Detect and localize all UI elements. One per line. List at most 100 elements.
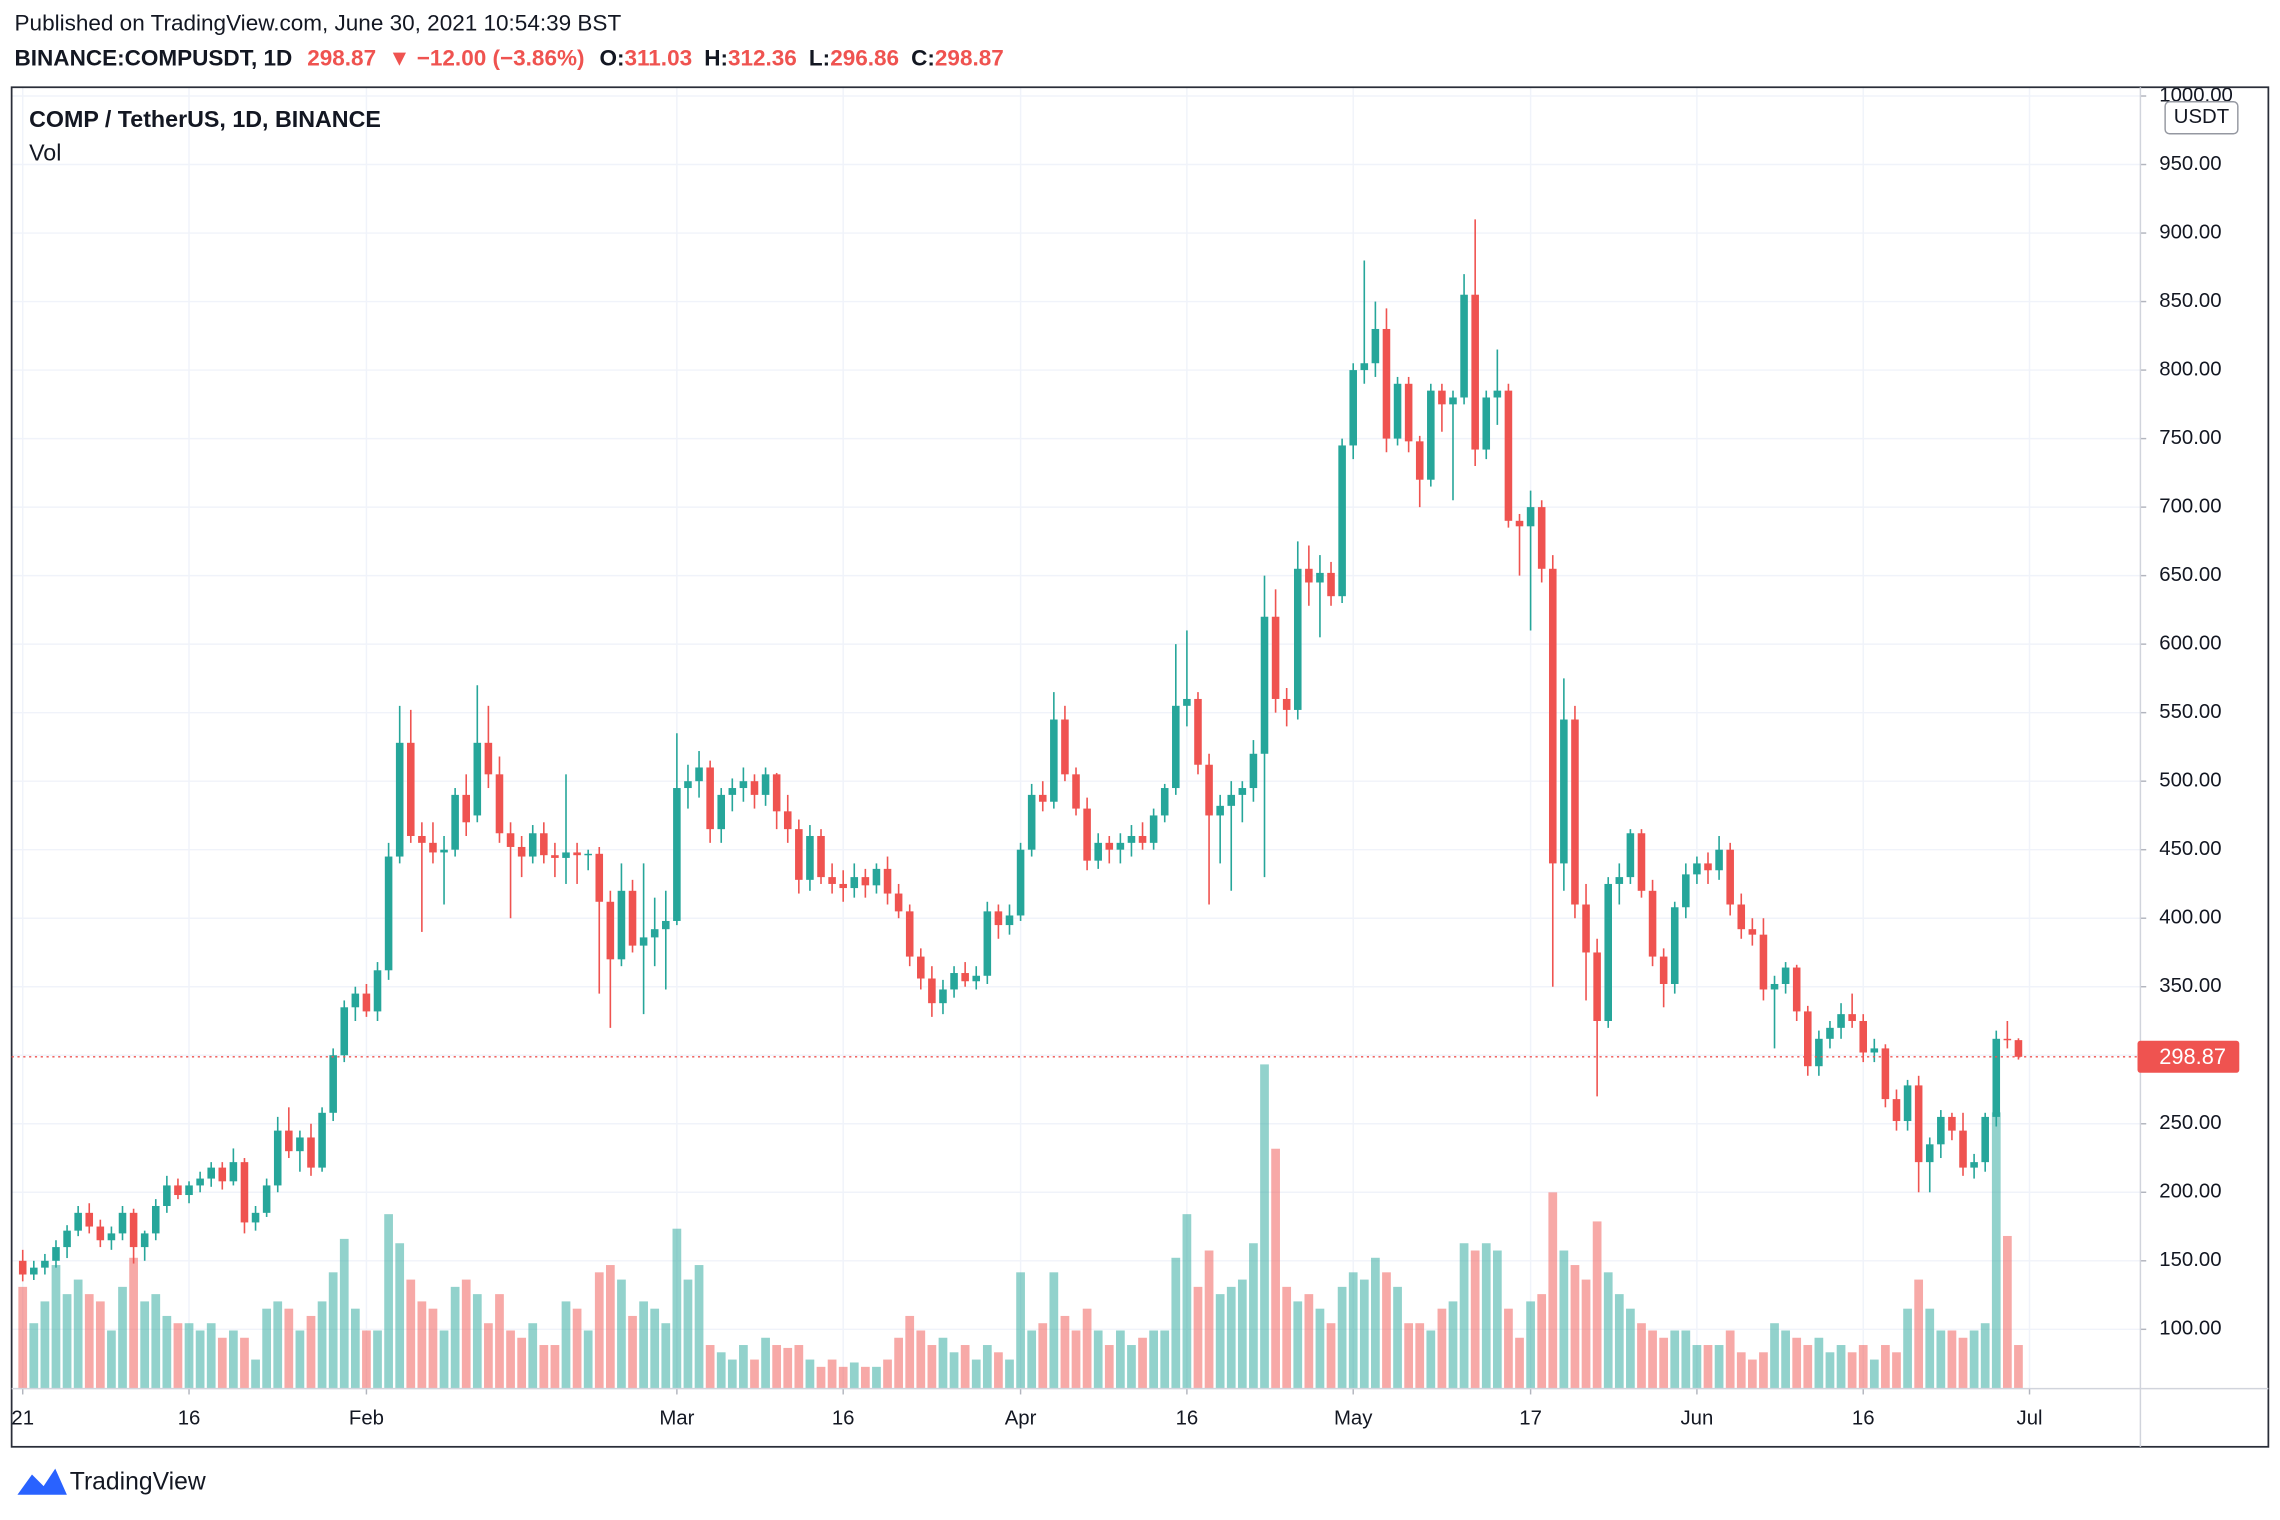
candle-body	[540, 833, 548, 856]
candle-body	[595, 853, 604, 902]
candle-body	[18, 1260, 27, 1275]
candle-body	[1981, 1116, 1989, 1163]
volume-bar	[1082, 1308, 1092, 1389]
volume-bar	[705, 1345, 715, 1389]
volume-bar	[1936, 1330, 1946, 1389]
volume-bar	[384, 1214, 393, 1389]
candle-body	[1183, 698, 1191, 706]
volume-bar	[761, 1337, 770, 1389]
volume-bar	[1027, 1330, 1037, 1389]
candle-body	[340, 1007, 349, 1056]
volume-bar	[927, 1345, 937, 1389]
volume-bar	[1991, 1112, 2001, 1389]
candle-body	[140, 1233, 149, 1248]
volume-bar	[1537, 1294, 1547, 1389]
candle-body	[1870, 1048, 1879, 1053]
volume-bar	[1226, 1286, 1236, 1389]
candle-body	[395, 742, 404, 857]
candle-body	[462, 794, 470, 823]
candle-body	[1970, 1162, 1978, 1168]
volume-bar	[1581, 1279, 1591, 1389]
y-tick-label: 900.00	[2159, 221, 2221, 243]
volume-bar	[1792, 1337, 1802, 1389]
unit-badge	[2164, 101, 2239, 135]
candle-body	[1449, 397, 1457, 405]
volume-bar	[605, 1265, 615, 1389]
candle-body	[251, 1212, 260, 1223]
candle-body	[1593, 952, 1601, 1021]
candle-body	[839, 883, 847, 889]
volume-bar	[594, 1272, 604, 1389]
volume-bar	[1548, 1192, 1558, 1389]
y-tick-label: 500.00	[2159, 770, 2221, 792]
volume-bar	[794, 1345, 804, 1389]
volume-bar	[506, 1330, 515, 1389]
candle-body	[451, 794, 459, 850]
volume-bar	[872, 1366, 881, 1389]
candle-body	[1127, 835, 1136, 843]
candle-body	[1271, 616, 1280, 699]
volume-bar	[362, 1330, 371, 1389]
y-tick-label: 750.00	[2159, 427, 2221, 449]
volume-bar	[1881, 1345, 1890, 1389]
volume-bar	[1958, 1337, 1968, 1389]
volume-bar	[583, 1330, 593, 1389]
candle-body	[273, 1130, 282, 1186]
volume-bar	[1326, 1323, 1336, 1389]
volume-bar	[1038, 1323, 1048, 1389]
volume-bar	[1382, 1272, 1391, 1389]
volume-bar	[783, 1347, 793, 1389]
volume-bar	[1759, 1352, 1768, 1389]
candle-body	[1038, 794, 1047, 802]
volume-bar	[484, 1323, 493, 1389]
candle-body	[318, 1112, 326, 1168]
candle-body	[1826, 1027, 1834, 1039]
volume-bar	[472, 1294, 482, 1389]
volume-bar	[1049, 1272, 1059, 1389]
y-tick-label: 650.00	[2159, 564, 2221, 586]
volume-bar	[1947, 1330, 1957, 1389]
candle-body	[185, 1185, 193, 1196]
volume-bar	[1925, 1308, 1935, 1389]
ohlc-key: L:	[809, 46, 830, 71]
candle-body	[894, 893, 903, 912]
candle-body	[373, 970, 382, 1012]
candle-body	[606, 901, 615, 960]
candle-body	[950, 973, 958, 990]
ohlc-key: C:	[911, 46, 935, 71]
logo-mark	[17, 1468, 67, 1495]
candle-body	[1937, 1116, 1945, 1145]
volume-bar	[395, 1243, 405, 1389]
volume-bar	[107, 1330, 116, 1389]
volume-bar	[994, 1352, 1003, 1389]
candle-body	[1704, 863, 1712, 871]
volume-bar	[1659, 1337, 1669, 1389]
candle-body	[761, 774, 770, 795]
y-tick-label: 450.00	[2159, 838, 2221, 860]
candle-body	[584, 853, 592, 856]
x-tick-label: 16	[1176, 1408, 1199, 1430]
axes: 100.00150.00200.00250.00300.00350.00400.…	[11, 84, 2232, 1429]
volume-bar	[1648, 1330, 1657, 1389]
volume-bar	[317, 1301, 327, 1389]
candle-body	[1138, 835, 1147, 843]
x-tick-label: Jul	[2017, 1408, 2043, 1430]
candle-body	[1726, 849, 1734, 905]
candle-body	[1282, 698, 1291, 710]
volume-bar	[1626, 1308, 1635, 1389]
candle-body	[307, 1137, 315, 1168]
volume-bar	[40, 1301, 50, 1389]
volume-bar	[373, 1330, 382, 1389]
candle-body	[994, 911, 1003, 926]
volume-bar	[217, 1337, 227, 1389]
candle-body	[872, 868, 881, 886]
candle-body	[551, 855, 559, 858]
volume-bar	[495, 1294, 504, 1389]
candle-body	[107, 1233, 116, 1241]
volume-bar	[29, 1323, 39, 1389]
volume-bar	[1736, 1352, 1746, 1389]
candle-body	[1216, 805, 1224, 816]
volume-bar	[1714, 1345, 1724, 1389]
volume-bar	[295, 1330, 305, 1389]
volume-bar	[694, 1265, 704, 1389]
